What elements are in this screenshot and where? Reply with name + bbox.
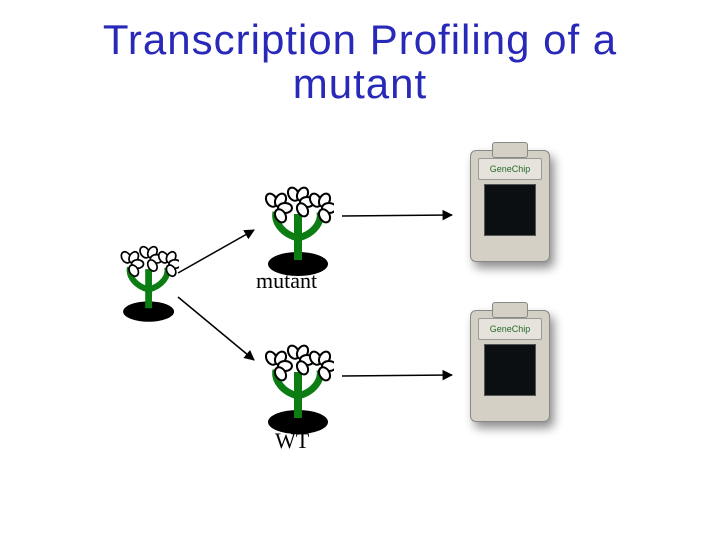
slide: Transcription Profiling of a mutant Gene…: [0, 0, 720, 540]
arrow-seedling-to-wt: [178, 297, 254, 360]
arrow-wt-to-chip: [342, 375, 452, 376]
arrows-layer: [0, 0, 720, 540]
arrow-seedling-to-mutant: [178, 230, 254, 273]
label-wt: WT: [275, 428, 309, 454]
label-mutant: mutant: [256, 268, 317, 294]
arrow-mutant-to-chip: [342, 215, 452, 216]
